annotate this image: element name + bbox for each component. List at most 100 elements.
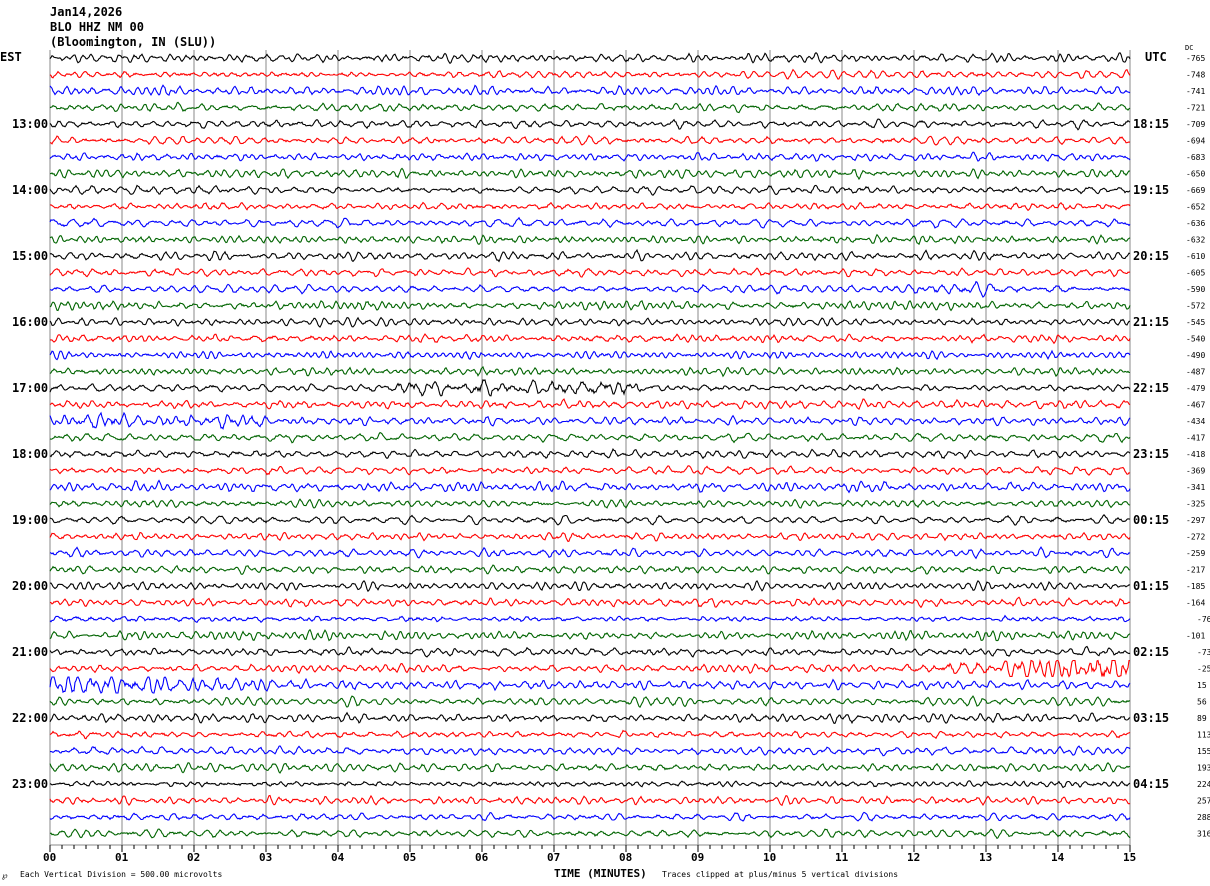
utc-time-label: 23:15 [1133,447,1169,461]
dc-offset-label: -709 [1186,120,1205,129]
x-tick-label: 00 [43,851,56,864]
x-axis: 00 01 02 03 04 05 06 07 08 09 10 11 12 13 14 15 [43,844,1136,864]
est-time-label: 16:00 [12,315,48,329]
seismic-trace [49,201,1131,212]
seismic-trace [49,465,1131,476]
seismic-trace [49,780,1131,789]
x-tick-label: 15 [1123,851,1136,864]
seismic-trace [49,711,1131,725]
est-time-label: 19:00 [12,513,48,527]
dc-offset-label: -636 [1186,219,1205,228]
dc-offset-label: -741 [1186,87,1205,96]
dc-offset-label: 288 [1197,813,1210,822]
dc-offset-label: -721 [1186,104,1205,113]
seismic-trace [49,695,1131,709]
seismic-trace [49,184,1131,196]
x-tick-label: 10 [763,851,776,864]
dc-offset-label: -650 [1186,170,1205,179]
dc-offset-label: -748 [1186,71,1205,80]
seismic-trace [49,794,1131,807]
est-time-label: 14:00 [12,183,48,197]
seismic-trace [49,564,1131,576]
dc-offset-label: 89 [1197,714,1207,723]
dc-offset-label: -487 [1186,368,1205,377]
x-tick-label: 11 [835,851,849,864]
dc-offset-label: -610 [1186,252,1205,261]
station-title: BLO HHZ NM 00 [50,20,144,34]
seismic-trace [49,513,1131,526]
dc-offset-label: -164 [1186,599,1205,608]
x-tick-label: 09 [691,851,704,864]
dc-offset-label: -632 [1186,236,1205,245]
utc-time-label: 18:15 [1133,117,1169,131]
seismic-trace [49,366,1130,378]
seismic-trace [49,745,1131,757]
seismic-trace [49,349,1131,361]
x-tick-label: 03 [259,851,272,864]
utc-time-label: 19:15 [1133,183,1169,197]
x-tick-label: 08 [619,851,632,864]
seismic-trace [49,614,1131,623]
dc-offset-label: -545 [1186,318,1205,327]
dc-offset-label: 257 [1197,797,1210,806]
seismic-trace [49,447,1131,460]
utc-time-label: 22:15 [1133,381,1169,395]
dc-offset-label: -259 [1186,549,1205,558]
seismic-trace [49,134,1131,146]
seismic-trace [49,299,1131,312]
dc-offset-label: -765 [1186,54,1205,63]
dc-offset-label: -490 [1186,351,1205,360]
seismic-trace [49,233,1131,246]
utc-axis-label: UTC [1145,50,1167,64]
seismic-trace [49,411,1131,430]
dc-offset-label: 15 [1197,681,1207,690]
est-time-label: 18:00 [12,447,48,461]
utc-time-label: 20:15 [1133,249,1169,263]
x-tick-label: 06 [475,851,489,864]
dc-label: DC [1185,44,1193,52]
seismic-trace [49,645,1131,658]
dc-offset-label: 224 [1197,780,1210,789]
utc-time-label: 21:15 [1133,315,1169,329]
x-tick-label: 14 [1051,851,1065,864]
dc-offset-label: 316 [1197,830,1210,839]
est-time-label: 21:00 [12,645,48,659]
dc-offset-label: -25 [1197,665,1210,674]
seismic-trace [49,498,1131,509]
dc-offset-label: -434 [1186,417,1205,426]
seismic-trace [49,216,1131,229]
seismic-trace [49,479,1131,494]
seismic-trace [49,431,1131,444]
seismic-trace [49,579,1131,593]
est-time-label: 20:00 [12,579,48,593]
utc-time-label: 03:15 [1133,711,1169,725]
x-tick-label: 07 [547,851,560,864]
time-labels: -765 -748 -741 -721 -709 -694 -683 -650 -669 -652… [12,54,1210,839]
seismic-trace [49,676,1131,694]
dc-offset-label: -652 [1186,203,1205,212]
corner-mark: ℘ [2,871,8,880]
dc-offset-label: -590 [1186,285,1205,294]
seismic-trace [49,761,1131,774]
traces [49,51,1131,840]
clip-note: Traces clipped at plus/minus 5 vertical … [662,870,898,879]
x-tick-label: 01 [115,851,129,864]
dc-offset-label: -669 [1186,186,1205,195]
utc-time-label: 02:15 [1133,645,1169,659]
utc-time-label: 01:15 [1133,579,1169,593]
est-time-label: 17:00 [12,381,48,395]
dc-offset-label: -417 [1186,434,1205,443]
est-time-label: 13:00 [12,117,48,131]
grid-lines [49,50,1131,845]
dc-offset-label: 113 [1197,731,1210,740]
dc-offset-label: -185 [1186,582,1205,591]
dc-offset-label: -297 [1186,516,1205,525]
dc-offset-label: 193 [1197,764,1210,773]
dc-offset-label: -605 [1186,269,1205,278]
dc-offset-label: -217 [1186,566,1205,575]
dc-offset-label: -540 [1186,335,1205,344]
seismic-trace [49,118,1131,131]
seismic-trace [49,596,1131,609]
x-axis-title: TIME (MINUTES) [554,867,647,880]
seismic-trace [49,659,1130,678]
